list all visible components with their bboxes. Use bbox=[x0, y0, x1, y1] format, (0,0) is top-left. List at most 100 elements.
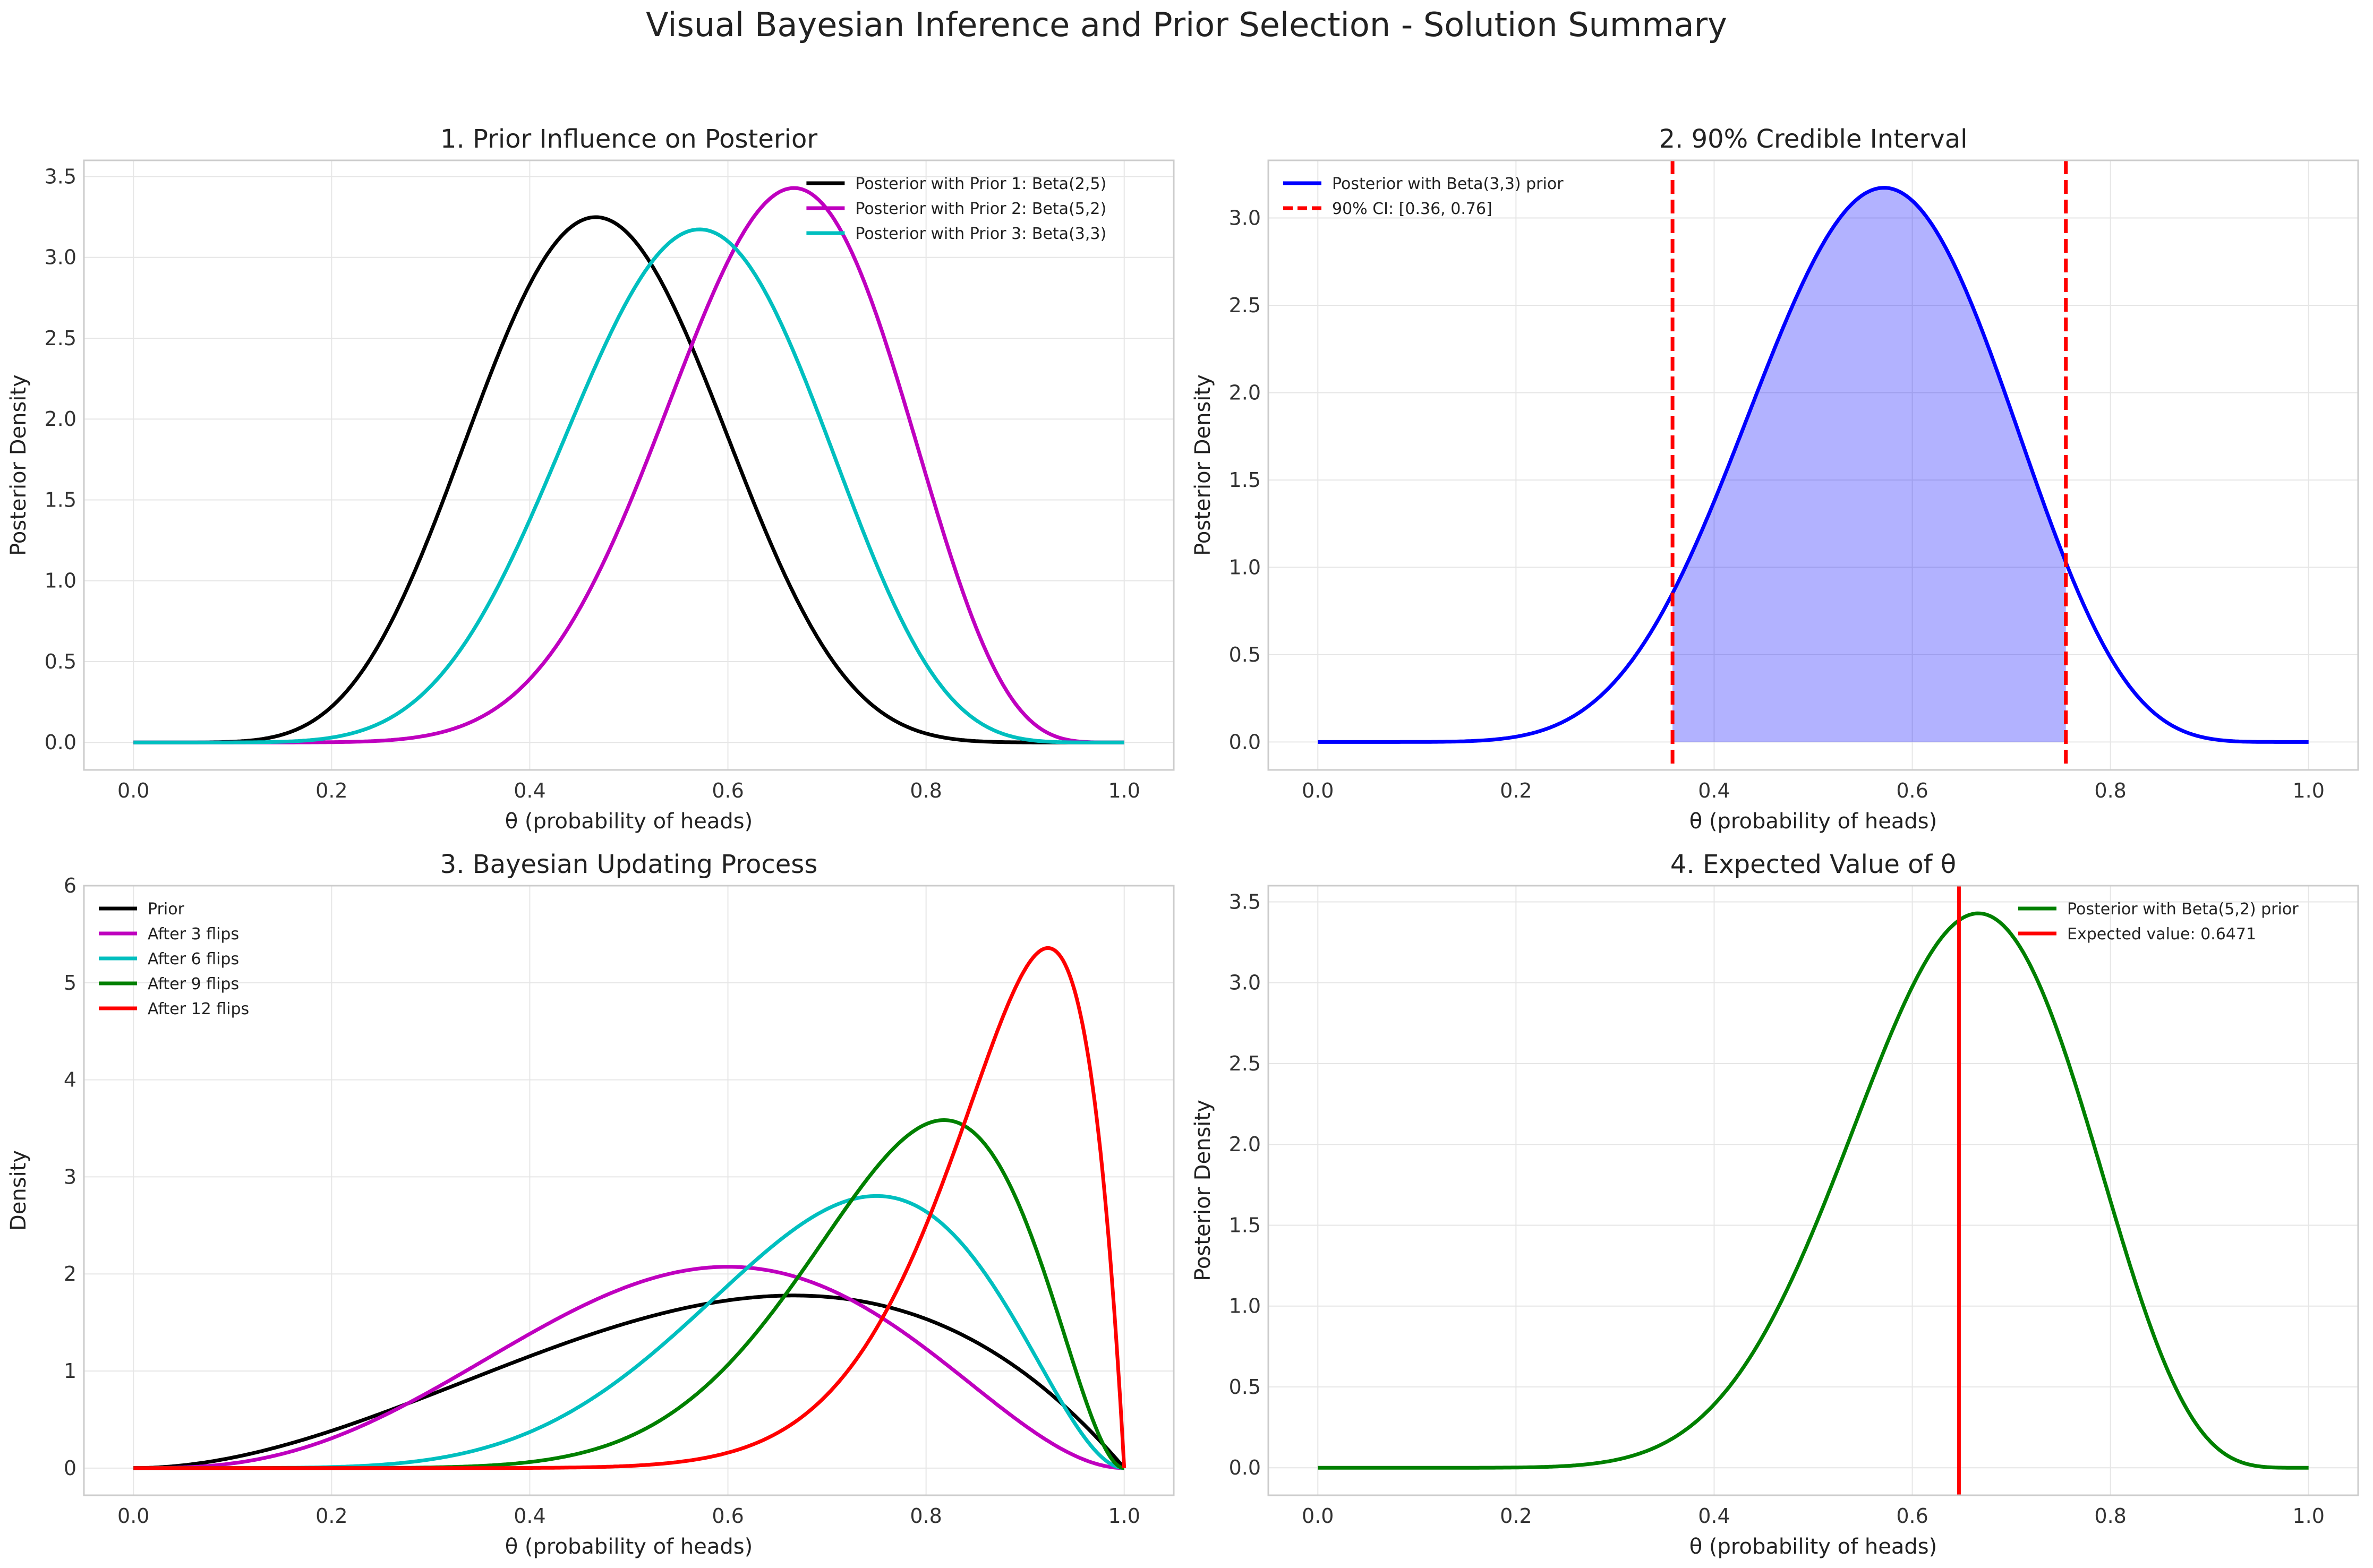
x-tick-label: 0.8 bbox=[2094, 779, 2126, 802]
plot-frame bbox=[83, 159, 1175, 771]
x-tick-label: 0.6 bbox=[712, 779, 744, 802]
y-axis-label: Posterior Density bbox=[6, 374, 31, 556]
figure-title: Visual Bayesian Inference and Prior Sele… bbox=[646, 5, 1727, 44]
plot-area bbox=[1268, 886, 2358, 1495]
x-tick-label: 0.6 bbox=[1896, 1504, 1928, 1528]
y-tick-label: 0 bbox=[64, 1456, 76, 1480]
y-tick-label: 0.0 bbox=[1229, 1456, 1261, 1479]
x-axis-label: θ (probability of heads) bbox=[505, 809, 753, 834]
x-tick-label: 1.0 bbox=[1108, 779, 1140, 802]
legend: Posterior with Beta(3,3) prior 90% CI: [0… bbox=[1283, 175, 1564, 218]
x-tick-label: 0.0 bbox=[117, 779, 149, 802]
legend-label: After 12 flips bbox=[148, 1000, 249, 1018]
y-tick-label: 3.0 bbox=[1229, 971, 1261, 995]
series-line-2 bbox=[133, 1265, 1124, 1470]
panel-title: 2. 90% Credible Interval bbox=[1659, 124, 1968, 154]
plot-content bbox=[133, 946, 1126, 1470]
y-tick-label: 0.0 bbox=[1229, 730, 1261, 753]
x-tick-label: 0.2 bbox=[315, 779, 347, 802]
plot-content bbox=[133, 186, 1124, 744]
y-axis-label: Density bbox=[6, 1150, 31, 1231]
y-tick-label: 0.5 bbox=[45, 650, 76, 673]
legend: Posterior with Beta(5,2) prior Expected v… bbox=[2018, 900, 2299, 944]
y-tick-label: 5 bbox=[64, 971, 76, 995]
legend-label: Posterior with Prior 3: Beta(3,3) bbox=[855, 225, 1106, 243]
series-line-1 bbox=[133, 215, 1124, 744]
x-tick-label: 0.6 bbox=[1896, 779, 1928, 802]
plot-content bbox=[1318, 160, 2309, 770]
y-axis-label: Posterior Density bbox=[1191, 1100, 1215, 1281]
legend-label: 90% CI: [0.36, 0.76] bbox=[1332, 200, 1492, 218]
legend-label: Posterior with Beta(3,3) prior bbox=[1332, 175, 1564, 193]
legend-label: Posterior with Prior 2: Beta(5,2) bbox=[855, 200, 1106, 218]
plot-frame bbox=[1267, 885, 2359, 1496]
y-tick-label: 2.0 bbox=[45, 407, 76, 431]
x-tick-label: 0.6 bbox=[712, 1504, 744, 1528]
y-tick-label: 1.0 bbox=[1229, 1295, 1261, 1318]
panel-title: 3. Bayesian Updating Process bbox=[440, 850, 818, 879]
series-line-1 bbox=[1318, 911, 2309, 1470]
y-tick-label: 6 bbox=[64, 874, 76, 897]
plot-area bbox=[84, 160, 1174, 770]
y-tick-label: 2.5 bbox=[1229, 1052, 1261, 1075]
legend-label: After 9 flips bbox=[148, 975, 239, 993]
x-tick-label: 0.2 bbox=[1500, 779, 1532, 802]
legend-label: Prior bbox=[148, 900, 185, 919]
plot-area bbox=[84, 886, 1174, 1495]
y-tick-label: 2.0 bbox=[1229, 1133, 1261, 1156]
y-tick-label: 2.0 bbox=[1229, 381, 1261, 404]
series-line-1 bbox=[1318, 186, 2309, 744]
y-tick-label: 3.5 bbox=[45, 165, 76, 188]
y-tick-label: 3.5 bbox=[1229, 890, 1261, 913]
x-axis-label: θ (probability of heads) bbox=[1689, 809, 1937, 834]
legend: Posterior with Prior 1: Beta(2,5) Posteri… bbox=[806, 175, 1106, 243]
y-axis-label: Posterior Density bbox=[1191, 374, 1215, 556]
x-tick-label: 0.2 bbox=[315, 1504, 347, 1528]
chart-panel-expected-value: 0.0 0.2 0.4 0.6 0.8 1.0 0.0 0.5 1.0 1.5 2.0 2.5 3.0 3… bbox=[1191, 850, 2359, 1559]
series-line-5 bbox=[133, 946, 1126, 1470]
chart-panel-credible-interval: 0.0 0.2 0.4 0.6 0.8 1.0 0.0 0.5 1.0 1.5 2.0 2.5 3.0 2… bbox=[1191, 124, 2359, 834]
series-line-3 bbox=[133, 227, 1124, 744]
y-tick-label: 3 bbox=[64, 1165, 76, 1188]
y-tick-label: 1.5 bbox=[45, 488, 76, 511]
y-tick-label: 1.0 bbox=[45, 569, 76, 593]
x-tick-label: 0.8 bbox=[2094, 1504, 2126, 1528]
plot-content bbox=[1318, 886, 2309, 1495]
x-tick-label: 0.0 bbox=[117, 1504, 149, 1528]
x-tick-label: 0.2 bbox=[1500, 1504, 1532, 1528]
legend-label: Posterior with Prior 1: Beta(2,5) bbox=[855, 175, 1106, 193]
legend-label: Posterior with Beta(5,2) prior bbox=[2067, 900, 2299, 919]
legend: Prior After 3 flips After 6 flips After 9 f… bbox=[99, 900, 249, 1018]
x-tick-label: 0.0 bbox=[1302, 779, 1334, 802]
legend-label: After 6 flips bbox=[148, 950, 239, 969]
x-tick-label: 0.0 bbox=[1302, 1504, 1334, 1528]
y-tick-label: 1.0 bbox=[1229, 555, 1261, 579]
panel-title: 1. Prior Influence on Posterior bbox=[440, 124, 817, 154]
x-tick-label: 0.8 bbox=[910, 779, 942, 802]
y-tick-label: 1 bbox=[64, 1359, 76, 1383]
chart-panel-prior-influence: 0.0 0.2 0.4 0.6 0.8 1.0 0.0 0.5 1.0 1.5 2.0 2.5 3.0 3… bbox=[6, 124, 1175, 834]
plot-frame bbox=[83, 885, 1175, 1496]
y-tick-label: 0.5 bbox=[1229, 1375, 1261, 1399]
y-tick-label: 2.5 bbox=[1229, 294, 1261, 317]
x-tick-label: 1.0 bbox=[1108, 1504, 1140, 1528]
x-tick-label: 0.4 bbox=[1698, 1504, 1730, 1528]
chart-panel-updating-process: 0.0 0.2 0.4 0.6 0.8 1.0 0 1 2 3 4 5 6 3. Bayesian Upd… bbox=[6, 850, 1175, 1559]
credible-interval-fill bbox=[1672, 187, 2066, 742]
y-tick-label: 1.5 bbox=[1229, 468, 1261, 492]
y-tick-label: 1.5 bbox=[1229, 1213, 1261, 1237]
y-tick-label: 3.0 bbox=[1229, 207, 1261, 230]
y-tick-label: 0.5 bbox=[1229, 643, 1261, 666]
x-tick-label: 0.4 bbox=[514, 1504, 545, 1528]
x-axis-label: θ (probability of heads) bbox=[1689, 1535, 1937, 1559]
x-tick-label: 0.4 bbox=[1698, 779, 1730, 802]
y-tick-label: 3.0 bbox=[45, 246, 76, 269]
series-line-1 bbox=[133, 1293, 1126, 1470]
legend-label: Expected value: 0.6471 bbox=[2067, 925, 2256, 944]
x-tick-label: 0.4 bbox=[514, 779, 545, 802]
y-tick-label: 4 bbox=[64, 1068, 76, 1092]
x-axis-label: θ (probability of heads) bbox=[505, 1535, 753, 1559]
panel-title: 4. Expected Value of θ bbox=[1670, 850, 1956, 879]
legend-label: After 3 flips bbox=[148, 925, 239, 944]
